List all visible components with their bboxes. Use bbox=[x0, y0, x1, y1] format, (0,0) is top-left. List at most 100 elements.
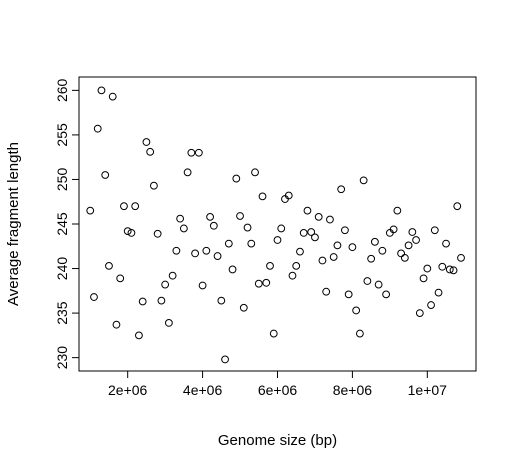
x-tick-label: 8e+06 bbox=[333, 382, 373, 398]
data-point bbox=[412, 236, 420, 244]
x-axis: 2e+06 4e+06 6e+06 8e+06 1e+07 bbox=[108, 371, 447, 398]
y-tick-label: 255 bbox=[54, 123, 70, 147]
data-point bbox=[449, 266, 458, 275]
data-points bbox=[86, 86, 465, 364]
data-point bbox=[457, 253, 465, 262]
data-point bbox=[430, 226, 439, 235]
data-point bbox=[176, 214, 185, 223]
x-tick-label: 1e+07 bbox=[408, 382, 448, 398]
data-point bbox=[179, 224, 188, 233]
data-point bbox=[326, 215, 334, 224]
data-point bbox=[453, 202, 462, 211]
data-point bbox=[344, 290, 353, 299]
data-point bbox=[142, 138, 151, 146]
data-point bbox=[341, 226, 349, 235]
y-tick-label: 245 bbox=[54, 212, 70, 236]
data-point bbox=[359, 176, 368, 185]
data-point bbox=[311, 233, 319, 242]
data-point bbox=[251, 168, 259, 177]
data-point bbox=[135, 331, 143, 340]
data-point bbox=[187, 148, 196, 157]
data-point bbox=[442, 239, 450, 248]
data-point bbox=[348, 243, 357, 252]
data-point bbox=[404, 241, 413, 250]
data-point bbox=[269, 329, 278, 338]
data-point bbox=[243, 223, 252, 232]
data-point bbox=[288, 271, 297, 280]
data-point bbox=[146, 147, 155, 156]
data-point bbox=[206, 212, 214, 221]
data-point bbox=[254, 279, 263, 288]
data-point bbox=[299, 229, 308, 237]
data-point bbox=[93, 124, 102, 133]
data-point bbox=[438, 262, 447, 271]
data-point bbox=[202, 246, 211, 255]
data-point bbox=[329, 253, 338, 261]
data-point bbox=[112, 320, 121, 329]
data-point bbox=[284, 191, 293, 200]
data-point bbox=[131, 202, 140, 211]
x-tick-label: 4e+06 bbox=[183, 382, 223, 398]
data-point bbox=[408, 228, 417, 236]
data-point bbox=[191, 249, 200, 258]
data-point bbox=[108, 92, 117, 101]
data-point bbox=[228, 265, 237, 274]
data-point bbox=[90, 293, 98, 301]
data-point bbox=[116, 274, 125, 283]
data-point bbox=[153, 229, 162, 238]
plot-frame bbox=[78, 76, 477, 372]
data-point bbox=[423, 264, 432, 273]
y-tick-label: 250 bbox=[54, 168, 70, 192]
data-point bbox=[307, 228, 316, 236]
data-point bbox=[86, 206, 95, 215]
data-point bbox=[138, 297, 147, 306]
y-tick-label: 260 bbox=[54, 78, 70, 102]
data-point bbox=[277, 224, 286, 233]
data-point bbox=[198, 281, 207, 290]
data-point bbox=[232, 174, 241, 183]
data-point bbox=[389, 225, 398, 234]
data-point bbox=[105, 261, 113, 270]
data-point bbox=[303, 206, 312, 215]
x-tick-label: 2e+06 bbox=[108, 382, 148, 398]
data-point bbox=[374, 280, 383, 289]
data-point bbox=[120, 202, 128, 211]
data-point bbox=[161, 280, 170, 289]
data-point bbox=[378, 246, 387, 255]
data-point bbox=[213, 252, 222, 260]
data-point bbox=[434, 288, 443, 297]
data-point bbox=[367, 254, 376, 263]
data-point bbox=[183, 168, 192, 177]
data-point bbox=[127, 229, 136, 237]
data-point bbox=[247, 239, 256, 248]
data-point bbox=[209, 221, 218, 230]
x-tick-label: 6e+06 bbox=[258, 382, 298, 398]
data-point bbox=[224, 239, 233, 248]
data-point bbox=[239, 303, 248, 312]
data-point bbox=[352, 306, 361, 315]
data-point bbox=[419, 274, 428, 283]
y-axis: 230 235 240 245 250 255 260 bbox=[54, 78, 79, 369]
data-point bbox=[292, 261, 301, 270]
data-point bbox=[370, 237, 379, 246]
data-point bbox=[97, 86, 106, 95]
data-point bbox=[101, 171, 110, 179]
data-point bbox=[427, 301, 435, 309]
data-point bbox=[150, 181, 158, 190]
x-axis-title: Genome size (bp) bbox=[218, 432, 337, 449]
data-point bbox=[318, 256, 327, 265]
data-point bbox=[363, 277, 372, 285]
y-axis-title: Average fragment length bbox=[5, 142, 22, 306]
data-point bbox=[400, 253, 409, 262]
y-tick-label: 240 bbox=[54, 257, 70, 281]
data-point bbox=[172, 246, 181, 255]
data-point bbox=[355, 329, 364, 338]
data-point bbox=[397, 249, 405, 258]
data-point bbox=[236, 212, 244, 220]
data-point bbox=[333, 241, 342, 250]
data-point bbox=[322, 287, 331, 296]
data-point bbox=[337, 185, 346, 194]
data-point bbox=[273, 236, 282, 244]
data-point bbox=[168, 271, 177, 280]
